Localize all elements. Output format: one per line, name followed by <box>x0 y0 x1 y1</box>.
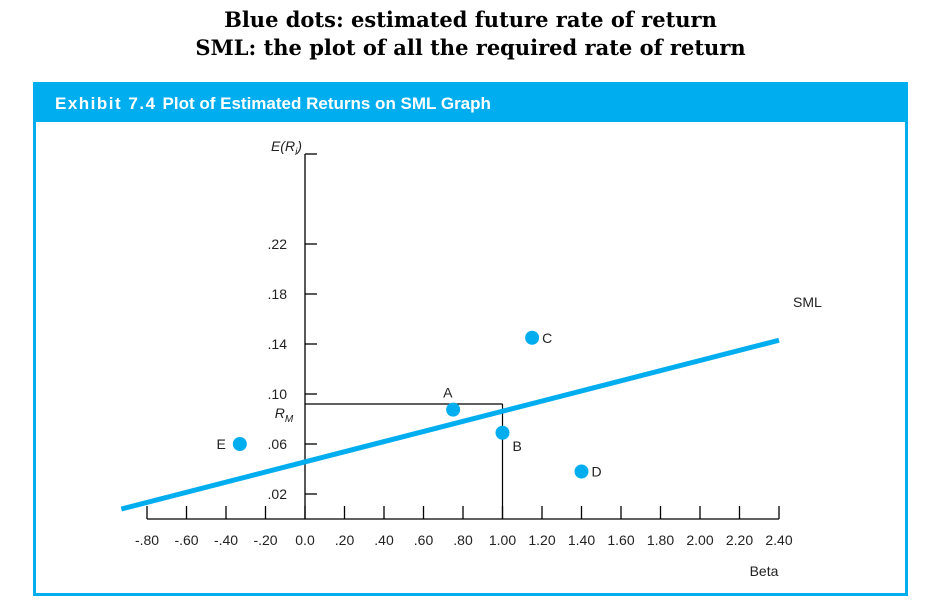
point-label-e: E <box>216 436 225 452</box>
point-b <box>495 425 510 440</box>
y-tick-label: .18 <box>268 286 288 302</box>
point-d <box>574 464 589 479</box>
point-label-d: D <box>592 464 602 480</box>
x-tick-label: .80 <box>453 532 473 548</box>
y-tick-label: .10 <box>268 386 288 402</box>
sml-line <box>120 337 780 512</box>
y-tick-label: .22 <box>268 236 288 252</box>
x-axis-label: Beta <box>750 563 779 579</box>
exhibit-header: Exhibit 7.4 Plot of Estimated Returns on … <box>36 85 905 122</box>
exhibit-title: Exhibit 7.4 Plot of Estimated Returns on … <box>55 85 491 122</box>
rm-label: RM <box>275 405 294 425</box>
heading-line-1: Blue dots: estimated future rate of retu… <box>224 7 717 32</box>
x-tick-label: 1.60 <box>607 532 634 548</box>
x-tick-label: 2.40 <box>765 532 792 548</box>
point-c <box>525 330 540 345</box>
x-tick-label: -.60 <box>174 532 198 548</box>
x-tick-label: -.80 <box>135 532 159 548</box>
x-tick-label: .60 <box>414 532 434 548</box>
sml-label: SML <box>793 294 822 310</box>
y-axis-label: E(Ri) <box>271 138 302 158</box>
x-tick-label: 1.40 <box>568 532 595 548</box>
x-tick-label: 2.00 <box>686 532 713 548</box>
x-tick-label: .40 <box>374 532 394 548</box>
x-tick-label: 1.20 <box>528 532 555 548</box>
x-tick-label: .20 <box>335 532 355 548</box>
exhibit-panel: Exhibit 7.4 Plot of Estimated Returns on … <box>33 82 908 596</box>
x-tick-label: -.40 <box>214 532 238 548</box>
exhibit-number: Exhibit 7.4 <box>55 94 157 113</box>
x-tick-label: -.20 <box>253 532 277 548</box>
x-tick-label: 1.80 <box>647 532 674 548</box>
x-tick-label: 0.0 <box>295 532 315 548</box>
heading-line-2: SML: the plot of all the required rate o… <box>195 35 746 60</box>
point-e <box>232 437 247 451</box>
point-label-a: A <box>443 385 453 401</box>
y-tick-label: .14 <box>268 336 288 352</box>
x-tick-label: 2.20 <box>726 532 753 548</box>
point-a <box>446 402 461 417</box>
y-tick-label: .02 <box>268 486 288 502</box>
exhibit-title-text: Plot of Estimated Returns on SML Graph <box>162 94 491 113</box>
point-label-c: C <box>542 330 552 346</box>
x-tick-label: 1.00 <box>489 532 516 548</box>
point-label-b: B <box>513 438 522 454</box>
y-tick-label: .06 <box>268 436 288 452</box>
